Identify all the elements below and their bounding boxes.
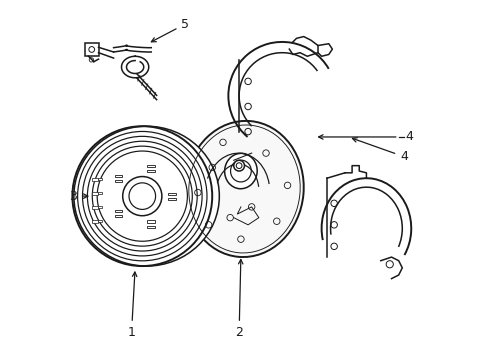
Circle shape [122,176,162,216]
Ellipse shape [185,121,303,257]
Circle shape [233,160,244,171]
Bar [114,180,122,183]
Text: 3: 3 [69,190,88,203]
Bar [147,220,155,222]
Bar [147,165,155,167]
Bar [114,175,122,177]
Text: 1: 1 [127,272,137,339]
Text: 2: 2 [235,260,243,339]
Bar [98,220,102,222]
Circle shape [129,183,155,210]
Text: 5: 5 [151,18,189,42]
Bar [98,206,102,208]
Bar [92,220,98,223]
Bar [167,198,175,200]
Bar [85,42,99,56]
Bar [92,192,98,195]
Bar [92,177,98,181]
Bar [114,215,122,217]
Bar [147,225,155,228]
Circle shape [236,163,242,168]
Bar [114,210,122,212]
Bar [147,170,155,172]
Bar [98,192,102,194]
Bar [167,193,175,195]
Text: 4: 4 [352,138,407,163]
Bar [92,206,98,209]
Bar [98,178,102,180]
Ellipse shape [230,160,251,182]
Text: 4: 4 [405,130,413,144]
Circle shape [89,46,94,52]
Ellipse shape [224,153,257,189]
Ellipse shape [74,126,219,266]
